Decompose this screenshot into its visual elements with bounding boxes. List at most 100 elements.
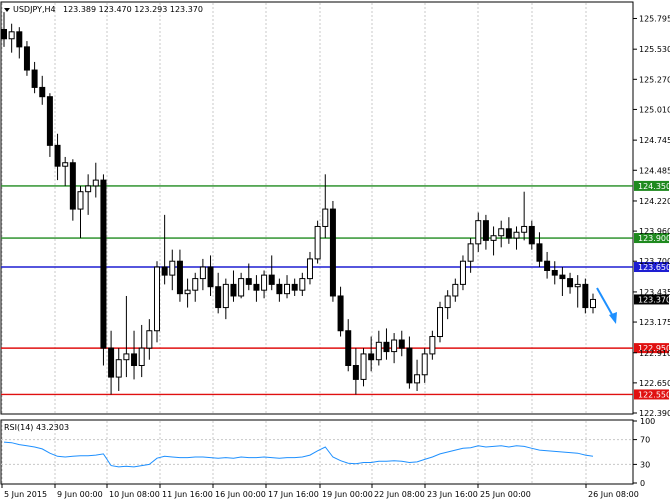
- candle-body: [406, 347, 413, 384]
- projection-arrow: [596, 287, 617, 324]
- candle-body: [475, 220, 482, 245]
- candle-body: [169, 260, 176, 276]
- rsi-series: [3, 441, 594, 468]
- candle-body: [437, 307, 444, 338]
- time-axis: 5 Jun 2015 9 Jun 00:00 10 Jun 08:00 11 Jun …: [1, 484, 639, 499]
- candle-body: [482, 220, 489, 241]
- candle-body: [16, 31, 23, 48]
- candle-body: [92, 179, 99, 187]
- rsi-tick: 30: [640, 460, 650, 469]
- candle-body: [131, 353, 138, 366]
- level-price-label: 123.650: [638, 263, 670, 272]
- candle-body: [69, 162, 76, 210]
- price-pane[interactable]: [0, 1, 634, 415]
- candle-body: [138, 347, 145, 366]
- level-price-tag: [634, 262, 669, 273]
- dropdown-triangle-icon[interactable]: [4, 8, 10, 12]
- time-tick: 23 Jun 16:00: [427, 490, 478, 499]
- candle-body: [528, 225, 535, 245]
- current-price-label: 123.370: [638, 295, 670, 304]
- candle-body: [490, 235, 497, 241]
- candle-body: [536, 243, 543, 262]
- time-tick: 17 Jun 16:00: [268, 490, 319, 499]
- price-tick: 125.270: [639, 75, 670, 84]
- candle-body: [153, 266, 160, 332]
- candle-body: [444, 295, 451, 309]
- candle-body: [77, 191, 84, 210]
- price-tick: 125.795: [639, 14, 670, 23]
- candle-body: [551, 269, 558, 276]
- price-tick: 122.650: [639, 379, 670, 388]
- candles: [1, 12, 596, 395]
- level-price-tag: [634, 180, 669, 191]
- candle-body: [582, 283, 589, 309]
- candle-body: [375, 341, 382, 361]
- price-tick: 123.960: [639, 227, 670, 236]
- candle-body: [23, 46, 30, 71]
- rsi-line: [3, 441, 594, 468]
- rsi-label: RSI(14) 43.2303: [4, 423, 69, 432]
- candle-body: [567, 278, 574, 288]
- candle-body: [115, 359, 122, 378]
- price-tick: 124.745: [639, 136, 670, 145]
- price-axis: 125.795 125.530 125.270 125.010 124.745 124.4…: [633, 14, 670, 418]
- price-tick: 123.435: [639, 288, 670, 297]
- rsi-tick: 70: [640, 436, 650, 445]
- candle-body: [452, 283, 459, 297]
- time-tick: 25 Jun 00:00: [480, 490, 531, 499]
- candle-body: [123, 353, 130, 361]
- candle-body: [238, 278, 245, 297]
- grid: [1, 3, 633, 483]
- candle-body: [1, 28, 7, 40]
- candle-body: [85, 185, 92, 193]
- candle-body: [459, 260, 466, 285]
- candle-body: [590, 298, 596, 309]
- symbol-header: USDJPY,H4 123.389 123.470 123.293 123.37…: [4, 5, 203, 14]
- level-price-label: 123.900: [638, 234, 670, 243]
- time-tick: 26 Jun 08:00: [588, 490, 639, 499]
- candle-body: [268, 274, 275, 285]
- candle-body: [498, 228, 505, 237]
- candle-body: [207, 266, 214, 288]
- candle-body: [146, 330, 153, 349]
- candle-body: [383, 341, 390, 353]
- candle-body: [245, 278, 252, 285]
- candle-body: [329, 208, 336, 297]
- time-tick: 5 Jun 2015: [4, 490, 47, 499]
- candle-body: [100, 179, 107, 349]
- rsi-pane[interactable]: [0, 419, 634, 485]
- price-tick: 122.390: [639, 409, 670, 418]
- level-price-tag: [634, 389, 669, 400]
- time-tick: 10 Jun 08:00: [109, 490, 160, 499]
- candle-body: [184, 289, 191, 295]
- candle-body: [299, 278, 306, 291]
- price-tick: 124.485: [639, 166, 670, 175]
- candle-body: [39, 86, 46, 98]
- candle-body: [574, 283, 581, 288]
- candle-body: [467, 243, 474, 262]
- candle-body: [8, 31, 15, 40]
- price-tick: 122.910: [639, 349, 670, 358]
- price-tick: 124.220: [639, 197, 670, 206]
- level-price-tag: [634, 343, 669, 354]
- candle-body: [414, 374, 421, 384]
- level-price-label: 124.350: [638, 182, 670, 191]
- candle-body: [62, 162, 69, 167]
- time-tick: 11 Jun 16:00: [162, 490, 213, 499]
- candle-body: [513, 231, 520, 239]
- price-tick: 123.700: [639, 257, 670, 266]
- candle-body: [161, 266, 168, 276]
- rsi-axis: 100 70 30 0: [633, 417, 655, 488]
- ohlc-values: 123.389 123.470 123.293 123.370: [63, 5, 203, 14]
- price-tick: 125.530: [639, 45, 670, 54]
- candle-body: [199, 266, 206, 280]
- candle-body: [230, 283, 237, 297]
- candle-body: [360, 353, 367, 380]
- candle-body: [215, 286, 222, 309]
- candle-body: [398, 339, 405, 349]
- candle-body: [222, 283, 229, 309]
- candle-body: [46, 96, 53, 146]
- candle-body: [306, 258, 313, 280]
- candle-body: [31, 69, 38, 88]
